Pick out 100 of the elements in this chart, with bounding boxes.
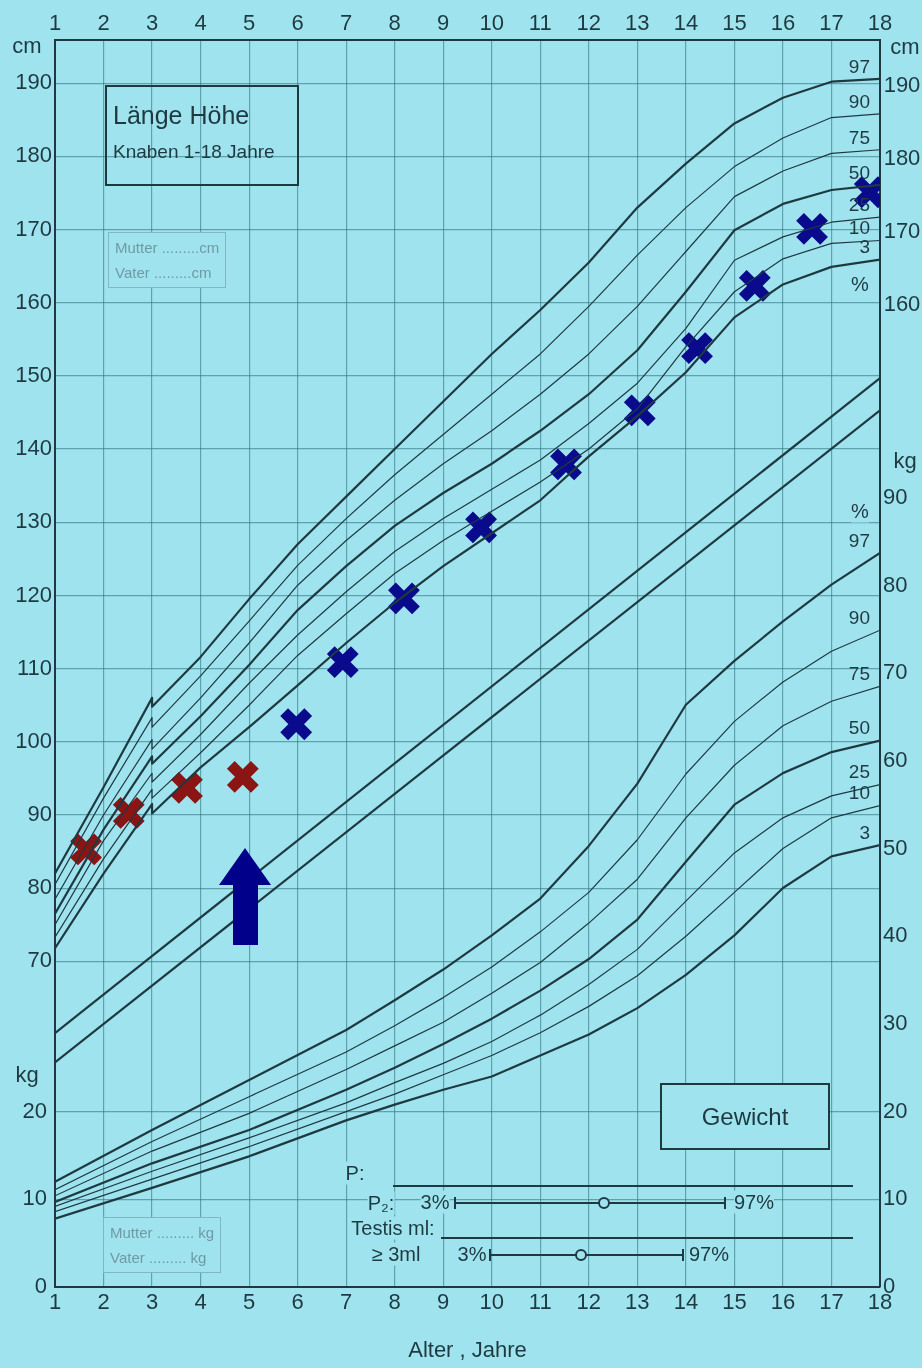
x-tick-label: 3 — [145, 1289, 159, 1315]
x2-tick-label: 16 — [770, 9, 796, 35]
x-tick-label: 12 — [576, 1289, 602, 1315]
point — [169, 770, 205, 806]
form-field: Mutter ......... kg Vater ......... kg — [103, 1217, 222, 1273]
y2-tick-label: 60 — [883, 746, 908, 772]
annotation: P₂: — [367, 1191, 395, 1215]
x2-tick-label: 7 — [340, 9, 353, 35]
x-tick-label: 9 — [437, 1289, 450, 1315]
point — [325, 644, 361, 680]
y-tick-label: 90 — [27, 801, 52, 827]
x-tick-label: 1 — [48, 1289, 62, 1315]
text: 180 — [883, 145, 921, 171]
text: 190 — [883, 72, 921, 98]
series-label: 75 — [848, 663, 870, 685]
x2-tick-label: 8 — [388, 9, 401, 35]
annotation: 3% — [420, 1190, 450, 1214]
point — [463, 509, 499, 545]
y2-tick-label: 20 — [883, 1097, 908, 1123]
form-field: Mutter .........cm Vater .........cm — [108, 232, 227, 288]
y2-tick-label: 80 — [883, 571, 908, 597]
x-tick-label: 10 — [479, 1289, 505, 1315]
y2-tick-label: 70 — [883, 659, 908, 685]
y2-tick-label: 40 — [883, 922, 908, 948]
x2-tick-label: 4 — [194, 9, 207, 35]
annotation: 3% — [457, 1242, 487, 1266]
y-tick-label: 80 — [27, 874, 52, 900]
x-axis-title: Alter , Jahre — [408, 1336, 527, 1362]
series-label: 50 — [848, 161, 870, 183]
y3-axis-title: kg — [15, 1061, 39, 1087]
y3-tick-label: 20 — [22, 1097, 47, 1123]
y-tick-label: 110 — [16, 654, 52, 680]
y-tick-label: 100 — [15, 727, 52, 753]
y3-tick-label: 0 — [34, 1273, 47, 1299]
annotation: ≥ 3ml — [371, 1242, 421, 1266]
label-frame: Gewicht — [660, 1083, 830, 1150]
x-tick-label: 16 — [770, 1289, 796, 1315]
series-label: 25 — [848, 761, 870, 783]
x2-tick-label: 1 — [48, 9, 62, 35]
y2-tick-label: 90 — [883, 483, 908, 509]
x2-tick-label: 6 — [291, 9, 304, 35]
text: 170 — [883, 218, 921, 244]
point — [278, 706, 314, 742]
annotation: 97% — [733, 1190, 775, 1214]
annotation: P: — [345, 1161, 365, 1185]
series-label: 97 — [848, 529, 870, 551]
annotation: Testis ml: — [351, 1216, 435, 1240]
label-frame: Länge Höhe Knaben 1-18 Jahre — [105, 85, 299, 186]
x-tick-label: 4 — [194, 1289, 207, 1315]
y-tick-label: 140 — [15, 435, 52, 461]
y3-tick-label: 10 — [22, 1185, 47, 1211]
y-tick-label: 190 — [15, 69, 52, 95]
x2-tick-label: 3 — [145, 9, 159, 35]
y-tick-label: 130 — [15, 508, 52, 534]
x2-tick-label: 18 — [867, 9, 893, 35]
series-label: 3 — [859, 236, 870, 258]
y-tick-label: 120 — [15, 581, 52, 607]
x2-tick-label: 13 — [625, 9, 650, 35]
annotation: Mutter .........cm — [115, 238, 220, 258]
x-tick-label: 6 — [291, 1289, 304, 1315]
point — [679, 330, 715, 366]
y2-tick-label: 30 — [883, 1009, 908, 1035]
point — [737, 268, 773, 304]
point — [225, 759, 261, 795]
annotation: 97% — [688, 1242, 730, 1266]
x-tick-label: 17 — [819, 1289, 844, 1315]
y2-tick-label: 10 — [883, 1185, 908, 1211]
annotation: % — [851, 272, 869, 296]
y-tick-label: 170 — [15, 215, 52, 241]
x-tick-label: 2 — [97, 1289, 110, 1315]
y2-axis-title: kg — [893, 447, 917, 473]
point — [111, 795, 147, 831]
x-tick-label: 13 — [625, 1289, 650, 1315]
series-label: 10 — [848, 782, 870, 804]
text: cm — [890, 34, 920, 60]
x-tick-label: 8 — [388, 1289, 401, 1315]
x2-tick-label: 10 — [479, 9, 505, 35]
x2-tick-label: 9 — [437, 9, 450, 35]
x2-tick-label: 11 — [528, 9, 552, 35]
series-label: 3 — [859, 821, 870, 843]
x2-tick-label: 2 — [97, 9, 110, 35]
x-tick-label: 7 — [340, 1289, 353, 1315]
x-tick-label: 15 — [722, 1289, 747, 1315]
x2-tick-label: 14 — [673, 9, 699, 35]
annotation: Gewicht — [701, 1102, 789, 1131]
series-label: 75 — [848, 126, 870, 148]
point — [794, 211, 830, 247]
x-tick-label: 14 — [673, 1289, 699, 1315]
y-tick-label: 180 — [15, 142, 52, 168]
x2-tick-label: 15 — [722, 9, 747, 35]
y2-tick-label: 50 — [883, 834, 908, 860]
series-label: 50 — [848, 717, 870, 739]
series-label: 97 — [848, 55, 870, 77]
series-label: 90 — [848, 606, 870, 628]
x2-tick-label: 5 — [242, 9, 256, 35]
text: 160 — [883, 291, 921, 317]
y-tick-label: 150 — [15, 361, 52, 387]
series-label: 90 — [848, 90, 870, 112]
y-axis-title: cm — [12, 33, 42, 59]
y-tick-label: 160 — [15, 288, 52, 314]
